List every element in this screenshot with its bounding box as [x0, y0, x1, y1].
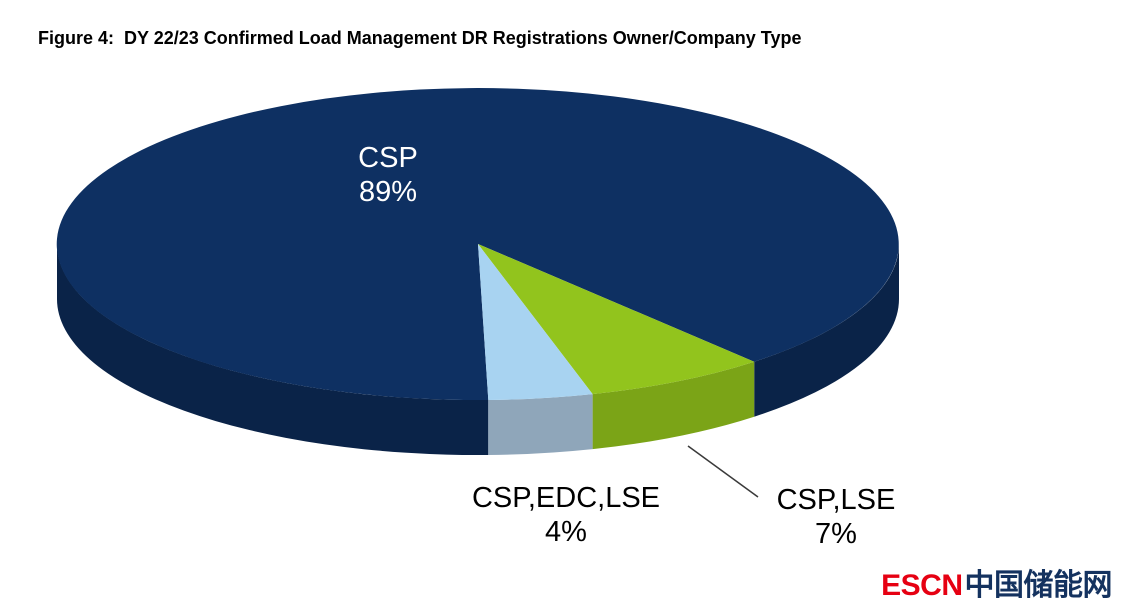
slice-label-csp-edc-lse: CSP,EDC,LSE 4% — [436, 481, 696, 549]
pie-slice-csp-lse — [478, 244, 755, 395]
slice-label-csp-lse-name: CSP,LSE — [776, 484, 896, 516]
escn-logo-text: ESCN — [881, 569, 963, 602]
slice-label-csp-lse-pct: 7% — [815, 518, 857, 550]
watermark-site-text: 中国储能网 — [964, 569, 1113, 602]
pie-slice-side-csp — [56, 244, 489, 456]
slice-label-csp-edc-lse-pct: 4% — [545, 516, 587, 548]
slice-label-csp: CSP 89% — [288, 141, 488, 209]
slice-label-csp-edc-lse-name: CSP,EDC,LSE — [471, 482, 661, 514]
leader-line-csp-lse — [687, 445, 759, 498]
slice-label-csp-pct: 89% — [358, 176, 418, 208]
pie-slice-csp-edc-lse — [478, 244, 593, 400]
pie-slice-side-csp-lse — [592, 361, 755, 450]
slice-label-csp-lse: CSP,LSE 7% — [726, 483, 946, 551]
figure-title: Figure 4: DY 22/23 Confirmed Load Manage… — [38, 28, 802, 48]
pie-slice-csp — [56, 88, 899, 401]
watermark: ESCN中国储能网 — [881, 560, 1112, 604]
pie-slice-side-csp — [754, 244, 899, 417]
slice-label-csp-name: CSP — [358, 142, 418, 174]
pie-slice-side-csp-edc-lse — [488, 394, 593, 455]
